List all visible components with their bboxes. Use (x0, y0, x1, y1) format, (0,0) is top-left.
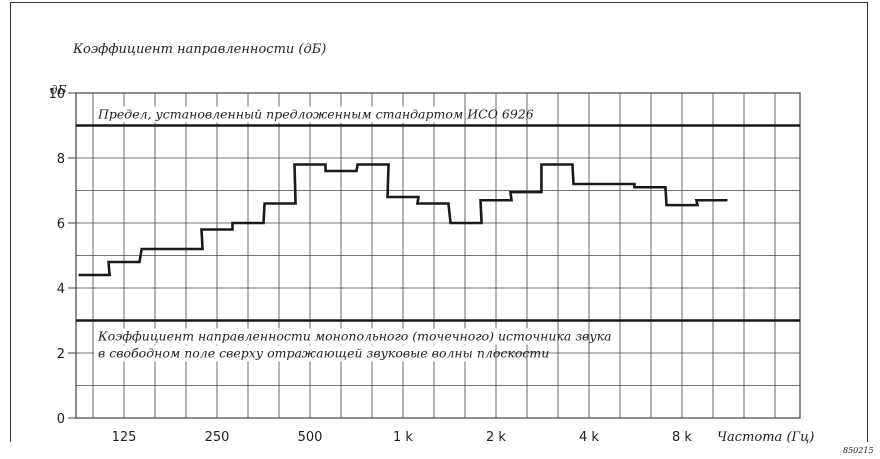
figure-code: 850215 (843, 446, 874, 455)
grid (75, 92, 801, 419)
x-tick-label: 1 k (393, 430, 413, 445)
x-tick-label: 250 (205, 430, 230, 445)
y-axis-label: дБ (50, 83, 67, 97)
y-tick-label: 0 (57, 412, 65, 427)
reference-label-bg (94, 328, 547, 345)
x-tick-label: 8 k (672, 430, 692, 445)
y-tick-label: 10 (48, 87, 65, 102)
reference-label: Коэффициент направленности монопольного … (97, 329, 612, 344)
reference-label: в свободном поле сверху отражающей звуко… (98, 346, 549, 361)
y-tick-label: 2 (57, 347, 65, 362)
x-ticks: 125 250 500 1 k 2 k 4 k 8 k (112, 430, 693, 445)
y-tick-label: 8 (57, 152, 65, 167)
series-step-line (78, 163, 728, 277)
reference-label-bg (94, 106, 461, 123)
chart-title: Коэффициент направленности (дБ) (72, 42, 326, 57)
x-tick-label: 125 (112, 430, 137, 445)
y-tick-label: 4 (57, 282, 65, 297)
reference-label: Предел, установленный предложенным станд… (97, 107, 534, 122)
y-ticks: 0 2 4 6 8 10 (48, 87, 76, 427)
series (78, 163, 728, 277)
y-tick-label: 6 (57, 217, 65, 232)
reference-lines: Предел, установленный предложенным станд… (76, 106, 800, 362)
x-tick-label: 4 k (579, 430, 599, 445)
x-axis-label: Частота (Гц) (717, 430, 814, 445)
x-tick-label: 2 k (486, 430, 506, 445)
x-tick-label: 500 (298, 430, 323, 445)
figure-frame (10, 2, 868, 442)
reference-label-bg (94, 345, 494, 362)
